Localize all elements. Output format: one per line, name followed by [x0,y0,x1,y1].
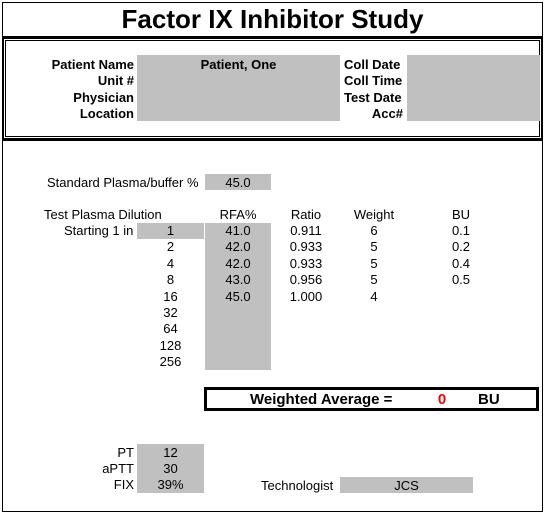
weight-cell: 4 [370,288,378,304]
ratio-cell: 0.933 [289,255,323,271]
patient-name-label: Patient Name [51,57,134,72]
weight-header: Weight [353,207,395,222]
patient-info-field[interactable] [137,55,340,121]
dilution-cell[interactable]: 128 [159,337,182,353]
coll-time-label: Coll Time [344,73,403,88]
technologist-label: Technologist [261,478,334,493]
weighted-average-box [204,387,539,411]
rfa-cell[interactable]: 42.0 [225,255,251,271]
bu-cell: 0.4 [451,255,471,271]
collection-info-field[interactable] [407,55,540,121]
bu-header: BU [451,207,471,222]
coag-values-field[interactable] [137,444,204,493]
rfa-cell[interactable]: 42.0 [225,239,251,255]
ratio-cell: 1.000 [289,288,323,304]
pt-value[interactable]: 12 [163,445,178,460]
pt-label: PT [117,445,134,460]
dilution-cell[interactable]: 16 [163,288,178,304]
ratio-cell: 0.956 [289,272,323,288]
weight-cell: 5 [370,239,378,255]
test-date-label: Test Date [344,90,402,105]
rfa-cell[interactable]: 41.0 [225,223,251,238]
standard-plasma-value[interactable]: 45.0 [225,175,251,190]
dilution-cell[interactable]: 8 [166,272,175,288]
aptt-label: aPTT [102,461,134,476]
page-title: Factor IX Inhibitor Study [121,4,424,34]
weight-cell: 5 [370,272,378,288]
acc-label: Acc# [371,106,403,121]
dilution-cell[interactable]: 256 [159,354,182,370]
bu-cell: 0.5 [451,272,471,288]
ratio-cell: 0.933 [289,239,323,255]
fix-label: FIX [113,477,134,492]
dilution-cell[interactable]: 64 [163,321,178,337]
standard-plasma-label: Standard Plasma/buffer % [47,175,199,190]
ratio-cell: 0.911 [290,223,322,238]
starting-dilution-field[interactable] [137,223,204,239]
physician-label: Physician [73,90,134,105]
dilution-cell[interactable]: 2 [166,239,175,255]
weight-cell: 6 [370,223,378,238]
bu-cell: 0.2 [451,239,471,255]
location-label: Location [79,106,134,121]
weight-cell: 5 [370,255,378,271]
technologist-field[interactable] [340,477,473,493]
dilution-header: Test Plasma Dilution [44,207,162,222]
coll-date-label: Coll Date [344,57,401,72]
weighted-average-value: 0 [437,391,447,408]
starting-label: Starting 1 in [64,223,134,238]
rfa-cell[interactable]: 43.0 [225,272,251,288]
technologist-value[interactable]: JCS [394,478,419,493]
rfa-cell[interactable]: 45.0 [225,288,251,304]
patient-info-frame [2,37,543,140]
patient-name-value[interactable]: Patient, One [200,57,277,72]
standard-plasma-field[interactable] [205,174,271,190]
title-frame [2,2,543,37]
rfa-input-column[interactable] [205,223,271,370]
dilution-cell[interactable]: 1 [166,223,175,238]
main-frame [2,140,543,512]
weighted-average-label: Weighted Average = [250,391,393,408]
weighted-average-unit: BU [478,391,500,408]
unit-label: Unit # [97,73,134,88]
bu-cell: 0.1 [451,223,471,238]
aptt-value[interactable]: 30 [163,461,178,476]
dilution-cell[interactable]: 4 [166,255,175,271]
ratio-header: Ratio [290,207,322,222]
dilution-cell[interactable]: 32 [163,305,178,320]
fix-value[interactable]: 39% [157,477,184,492]
rfa-header: RFA% [219,207,257,222]
